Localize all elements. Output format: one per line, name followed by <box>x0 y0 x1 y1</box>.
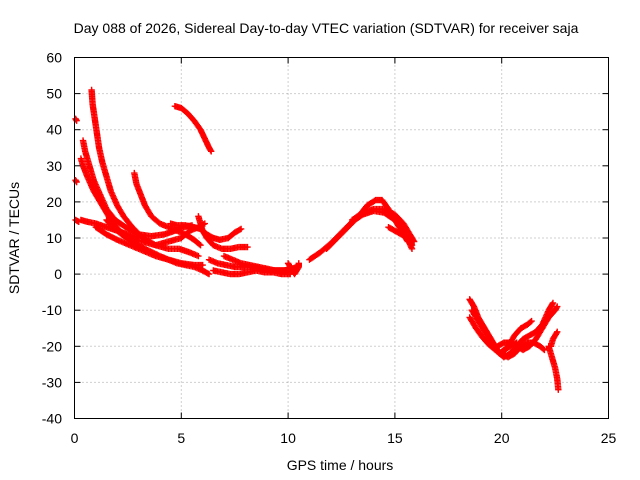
data-point <box>554 303 561 310</box>
data-point <box>541 346 548 354</box>
y-tick-label: 60 <box>46 50 62 66</box>
y-tick-label: -30 <box>42 374 62 390</box>
chart-title: Day 088 of 2026, Sidereal Day-to-day VTE… <box>74 20 579 36</box>
data-point <box>237 225 245 233</box>
y-tick-label: 30 <box>46 158 62 174</box>
x-tick-label: 15 <box>387 430 403 446</box>
data-point <box>549 299 557 307</box>
x-tick-label: 20 <box>494 430 510 446</box>
y-tick-label: 10 <box>46 230 62 246</box>
x-tick-label: 5 <box>177 430 185 446</box>
data-point <box>199 261 206 269</box>
series-arc-19 <box>323 196 411 253</box>
data-point <box>295 260 302 267</box>
x-tick-label: 10 <box>280 430 296 446</box>
series-arc-27 <box>545 343 562 393</box>
data-point <box>555 386 562 393</box>
y-tick-label: -10 <box>42 302 62 318</box>
data-point <box>208 148 215 155</box>
x-tick-labels: 0 5 10 15 20 25 <box>71 430 617 446</box>
x-tick-label: 0 <box>71 430 79 446</box>
series-arc-01 <box>72 115 80 124</box>
x-tick-label: 25 <box>601 430 617 446</box>
data-point <box>197 242 204 249</box>
y-tick-label: 50 <box>46 86 62 102</box>
y-tick-label: 0 <box>54 266 62 282</box>
series-arc-21 <box>385 223 416 249</box>
y-tick-label: 40 <box>46 122 62 138</box>
data-point <box>195 252 202 260</box>
y-tick-label: -20 <box>42 338 62 354</box>
x-axis-label: GPS time / hours <box>287 457 394 473</box>
series-arc-02 <box>72 177 80 186</box>
series-arc-28 <box>547 328 561 350</box>
series-arc-07 <box>88 86 202 260</box>
data-point <box>205 270 213 278</box>
series-arc-17 <box>284 260 302 278</box>
data-point <box>528 317 535 325</box>
data-point <box>554 328 561 336</box>
axis-ticks <box>74 57 609 419</box>
data-marks <box>72 86 562 393</box>
y-axis-label: SDTVAR / TECUs <box>6 182 22 294</box>
series-arc-26 <box>498 339 548 361</box>
y-tick-label: 20 <box>46 194 62 210</box>
data-point <box>244 243 251 251</box>
series-arc-11 <box>92 223 206 269</box>
series-arc-10 <box>171 103 215 155</box>
series-arc-13 <box>195 213 251 253</box>
data-point <box>408 242 416 249</box>
y-tick-label: -40 <box>42 411 62 427</box>
series-arc-09 <box>131 169 204 249</box>
series-arc-20 <box>348 205 418 245</box>
y-tick-labels: -40 -30 -20 -10 0 10 20 30 40 50 60 <box>42 50 62 427</box>
